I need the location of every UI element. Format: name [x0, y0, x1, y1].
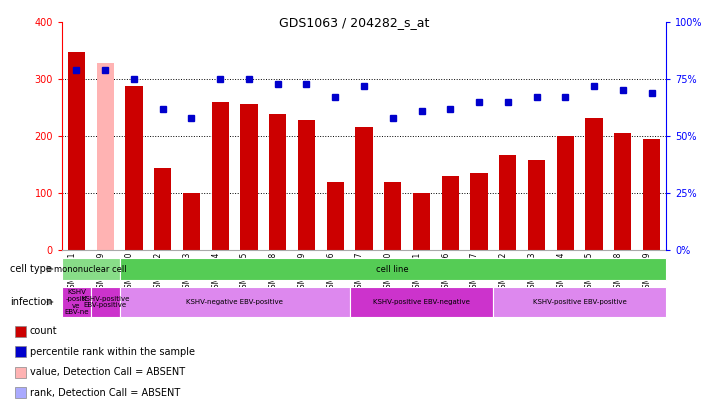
Text: count: count: [30, 326, 57, 336]
Text: KSHV-positive EBV-negative: KSHV-positive EBV-negative: [373, 299, 470, 305]
Bar: [125, 86, 142, 250]
Bar: [269, 114, 286, 250]
Bar: [298, 120, 315, 250]
Text: cell line: cell line: [377, 264, 409, 273]
Bar: [91, 287, 120, 317]
Text: mononuclear cell: mononuclear cell: [55, 264, 127, 273]
Bar: [528, 160, 545, 250]
Bar: [183, 193, 200, 250]
Bar: [499, 155, 516, 250]
Bar: [240, 104, 258, 250]
Text: KSHV-positive
EBV-positive: KSHV-positive EBV-positive: [81, 296, 130, 309]
Text: value, Detection Call = ABSENT: value, Detection Call = ABSENT: [30, 367, 185, 377]
Text: GDS1063 / 204282_s_at: GDS1063 / 204282_s_at: [279, 16, 429, 29]
Text: rank, Detection Call = ABSENT: rank, Detection Call = ABSENT: [30, 388, 180, 398]
Text: cell type: cell type: [10, 264, 52, 274]
Bar: [15, 367, 26, 378]
Bar: [154, 168, 171, 250]
Bar: [615, 133, 632, 250]
Bar: [212, 102, 229, 250]
Bar: [120, 287, 350, 317]
Text: infection: infection: [10, 297, 52, 307]
Bar: [326, 181, 344, 250]
Bar: [442, 176, 459, 250]
Bar: [355, 128, 372, 250]
Bar: [15, 326, 26, 337]
Bar: [470, 173, 488, 250]
Bar: [15, 387, 26, 399]
Bar: [493, 287, 666, 317]
Text: KSHV
-positi
ve
EBV-ne: KSHV -positi ve EBV-ne: [64, 288, 88, 315]
Bar: [556, 136, 574, 250]
Bar: [62, 258, 120, 280]
Bar: [15, 346, 26, 357]
Bar: [384, 181, 401, 250]
Text: KSHV-negative EBV-positive: KSHV-negative EBV-positive: [186, 299, 283, 305]
Bar: [413, 193, 430, 250]
Bar: [96, 63, 114, 250]
Bar: [62, 287, 91, 317]
Text: percentile rank within the sample: percentile rank within the sample: [30, 347, 195, 357]
Bar: [586, 118, 603, 250]
Bar: [68, 52, 85, 250]
Bar: [350, 287, 493, 317]
Bar: [643, 139, 661, 250]
Text: KSHV-positive EBV-positive: KSHV-positive EBV-positive: [533, 299, 627, 305]
